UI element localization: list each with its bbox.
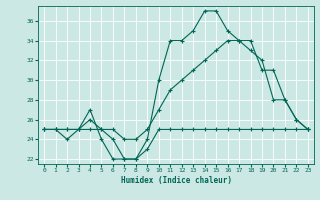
X-axis label: Humidex (Indice chaleur): Humidex (Indice chaleur) [121,176,231,185]
